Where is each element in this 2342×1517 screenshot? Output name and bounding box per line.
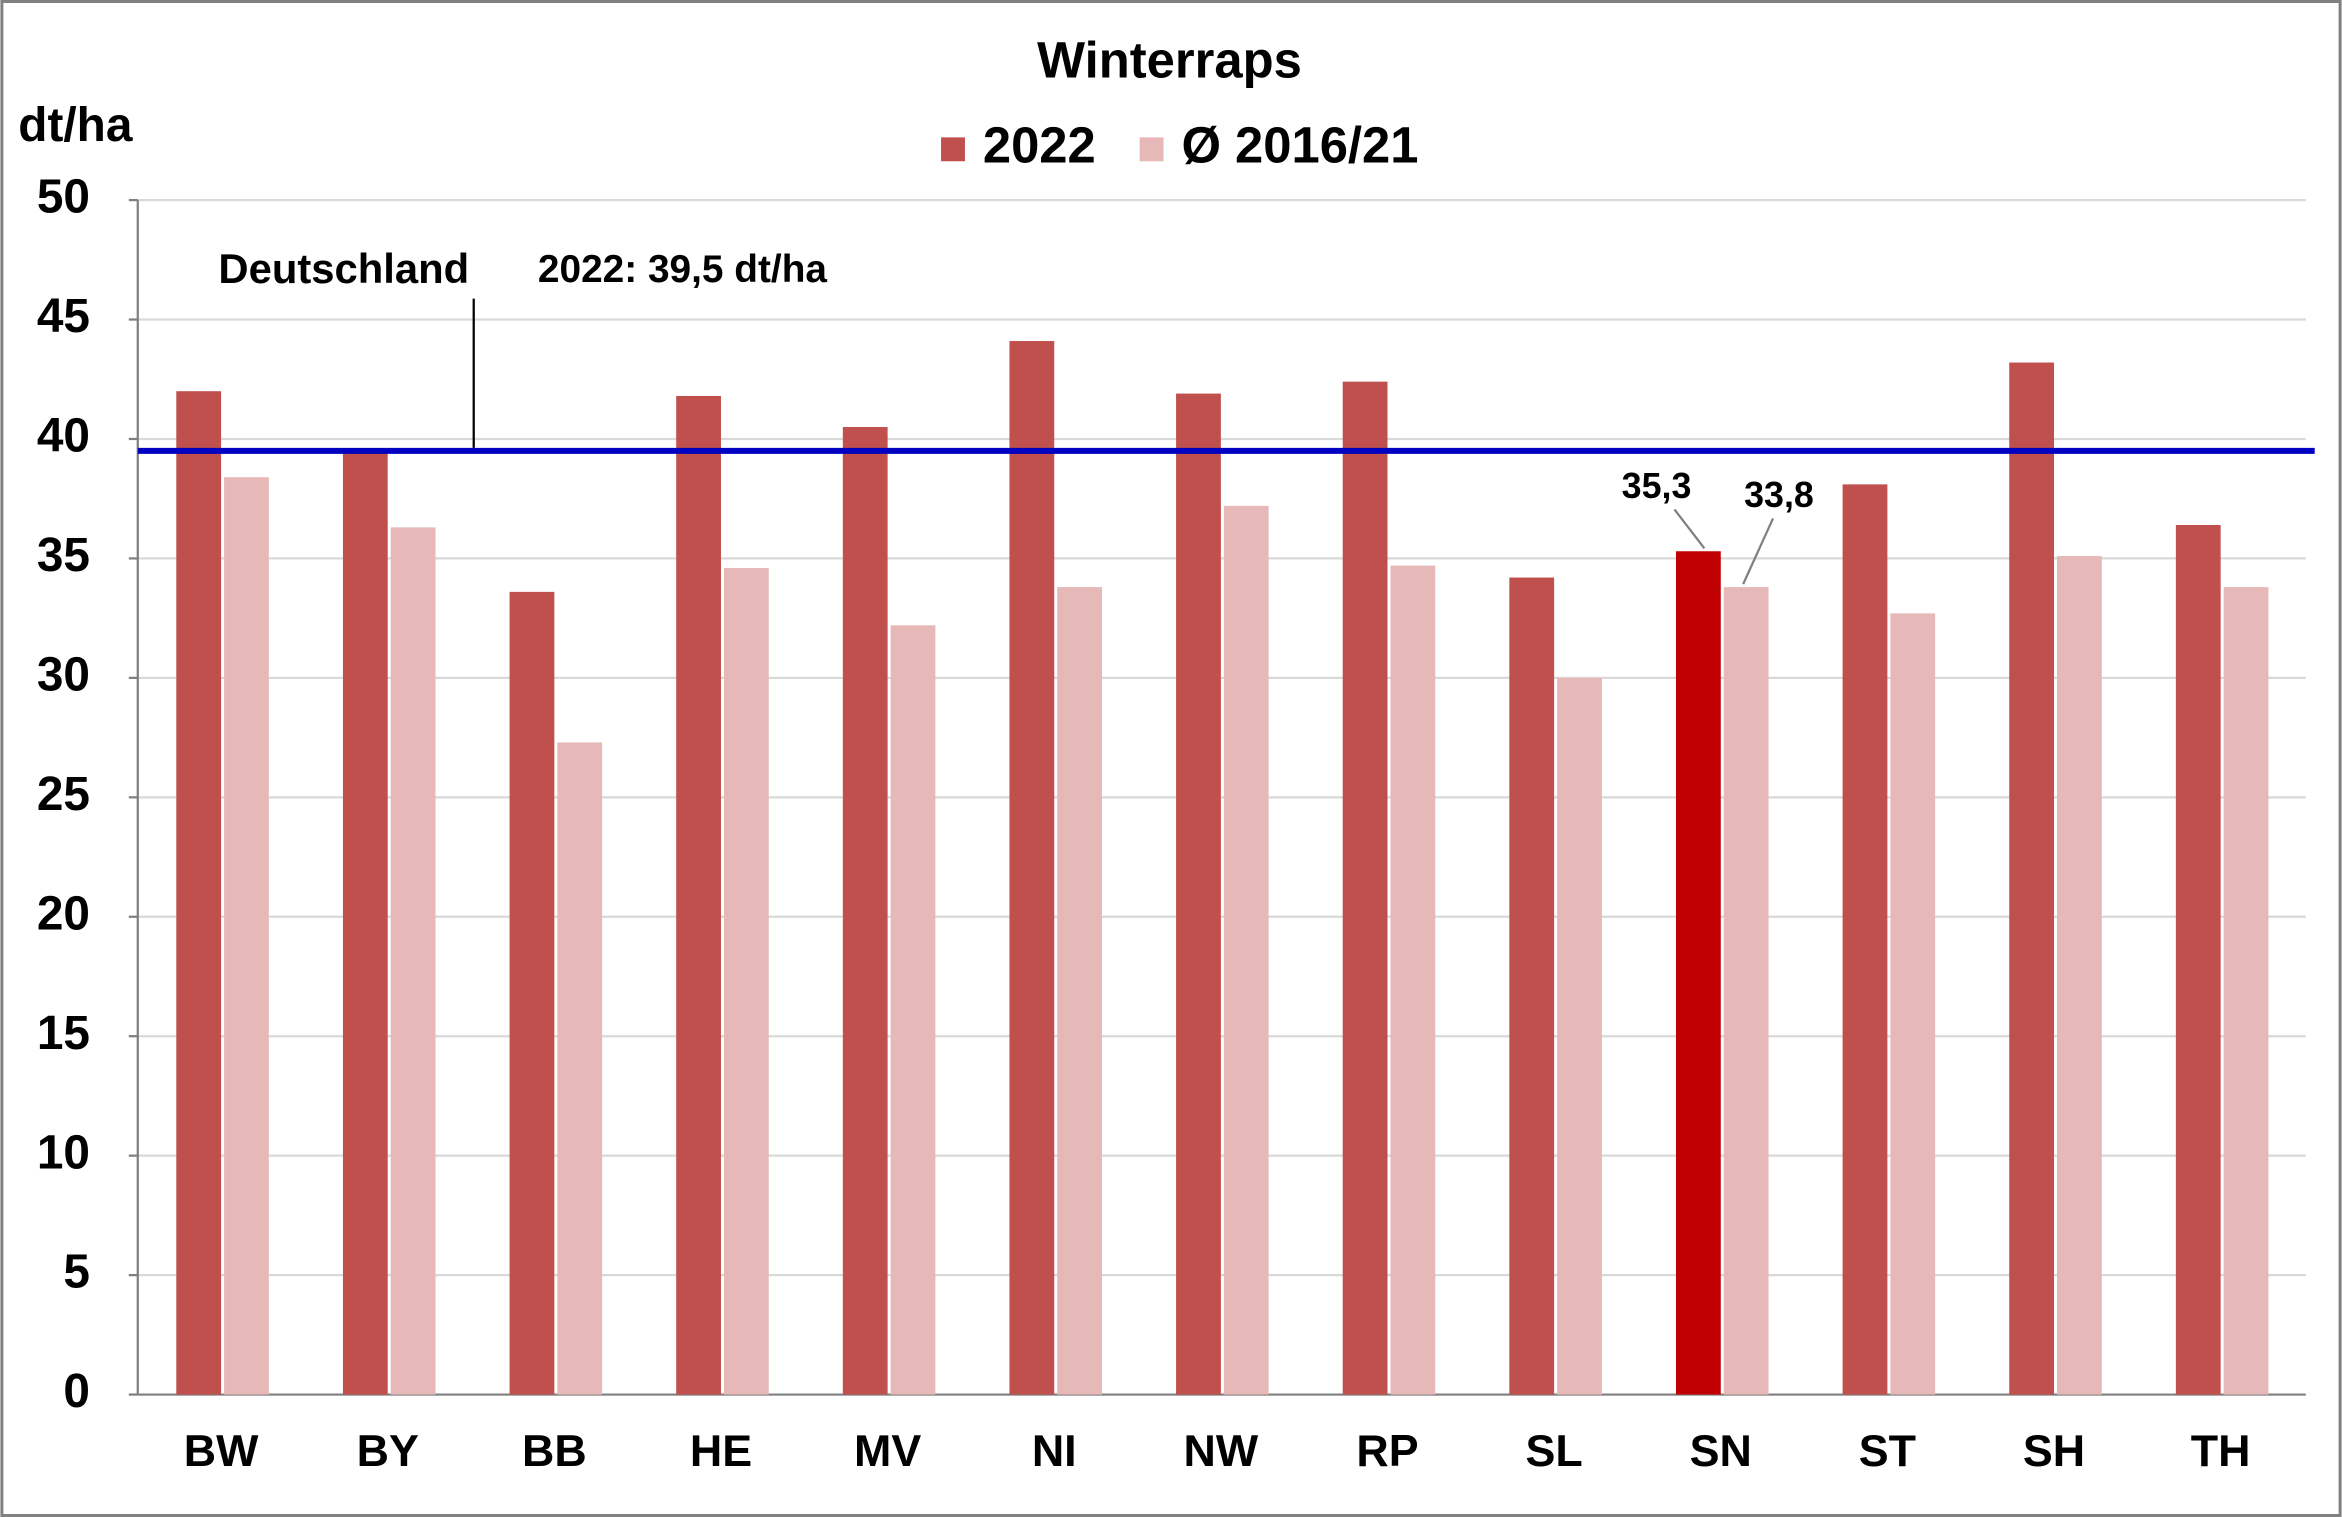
bar [1342,381,1388,1395]
bar [509,591,555,1395]
x-tick-label: MV [854,1426,921,1476]
x-tick-label: SN [1690,1426,1752,1476]
bar [2057,556,2102,1395]
x-tick-label: BY [357,1426,419,1476]
y-tick-label: 5 [63,1246,90,1299]
bar [1223,505,1269,1395]
reference-value-label: 2022: 39,5 dt/ha [538,248,827,291]
bar [2175,524,2221,1395]
bar [1176,393,1221,1395]
reference-label: Deutschland [218,245,469,292]
legend-swatch [1139,137,1164,162]
bar [676,395,721,1395]
bar [1890,613,1936,1395]
data-label-leader [1673,508,1706,549]
y-tick-label: 40 [37,410,90,463]
x-tick-label: TH [2191,1426,2251,1476]
bar [1057,587,1103,1395]
x-tick-label: ST [1859,1426,1916,1476]
x-tick-label: NI [1032,1426,1077,1476]
bar [1390,565,1436,1395]
data-label: 35,3 [1622,466,1692,506]
bar [723,567,769,1395]
legend-swatch [941,137,965,162]
bar [557,742,603,1395]
x-tick-label: HE [690,1426,752,1476]
bar [1723,587,1769,1395]
bar [1675,551,1721,1395]
bar [890,625,936,1395]
bar [176,391,222,1395]
y-tick-label: 35 [37,529,90,582]
bar [1842,484,1888,1395]
y-tick-label: 50 [37,171,90,224]
legend-label: 2022 [983,117,1096,174]
x-tick-label: NW [1184,1426,1259,1476]
y-tick-label: 20 [37,887,90,940]
y-tick-label: 25 [37,768,90,821]
bar [1557,677,1602,1395]
bar [342,448,388,1395]
x-tick-label: BW [184,1426,259,1476]
x-tick-label: SL [1526,1426,1583,1476]
bar [842,427,888,1395]
data-label-leader [1742,517,1775,585]
y-tick-label: 0 [63,1365,90,1418]
y-axis-label: dt/ha [18,99,133,152]
y-tick-label: 45 [37,290,90,343]
chart-title: Winterraps [1037,32,1302,89]
x-tick-label: SH [2023,1426,2085,1476]
bar [1009,341,1055,1395]
y-tick-label: 15 [37,1007,90,1060]
bar [390,527,436,1395]
bar [224,477,269,1395]
legend-label: Ø 2016/21 [1181,117,1418,174]
bar [2223,587,2269,1395]
data-label: 33,8 [1744,475,1814,515]
bar [1509,577,1555,1395]
y-tick-label: 10 [37,1126,90,1179]
y-tick-label: 30 [37,648,90,701]
bar [2009,362,2055,1395]
x-tick-label: RP [1356,1426,1418,1476]
x-tick-label: BB [522,1426,587,1476]
